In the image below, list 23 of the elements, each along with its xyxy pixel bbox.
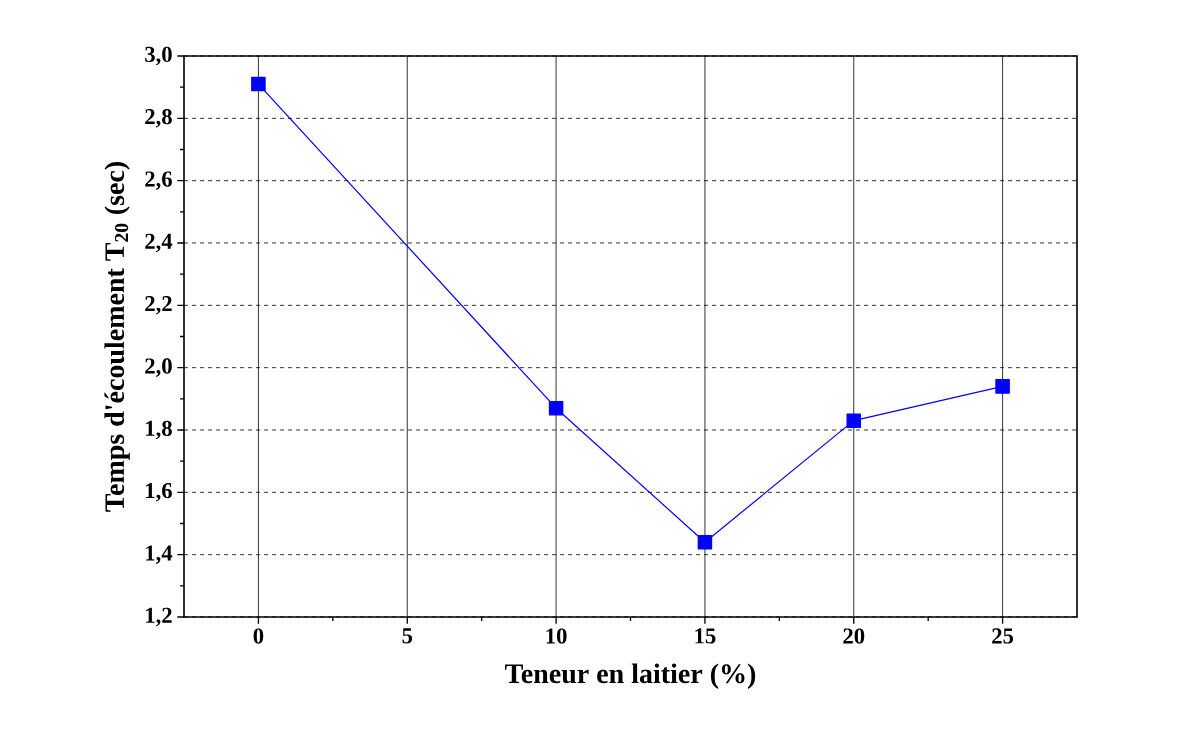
- x-tick-label: 25: [992, 628, 1014, 644]
- y-tick-label: 1,2: [146, 607, 172, 627]
- y-axis-title: Temps d'écoulement T$_{20}$ (sec): [104, 162, 130, 512]
- y-tick-label: 1,8: [146, 420, 172, 440]
- y-tick-label: 2,2: [145, 296, 172, 315]
- x-tick-label: 0: [253, 628, 264, 644]
- x-tick-label: 5: [402, 628, 413, 644]
- point: [697, 534, 713, 550]
- point: [846, 413, 862, 428]
- point: [251, 76, 266, 92]
- y-tick-label: 2,0: [145, 358, 172, 377]
- y-tick-label: 1,6: [146, 483, 172, 502]
- x-axis-title: Teneur en laitier (%): [505, 663, 756, 689]
- point: [995, 379, 1010, 394]
- point: [548, 400, 564, 416]
- y-tick-label: 2,6: [145, 171, 172, 190]
- x-tick-label: 15: [695, 628, 716, 644]
- y-tick-label: 2,8: [145, 109, 172, 128]
- y-tick-label: 1,4: [146, 545, 173, 564]
- x-tick-label: 10: [546, 628, 567, 644]
- x-tick-label: 20: [843, 628, 865, 644]
- y-tick-label: 3,0: [145, 46, 172, 66]
- y-tick-label: 2,4: [145, 233, 173, 253]
